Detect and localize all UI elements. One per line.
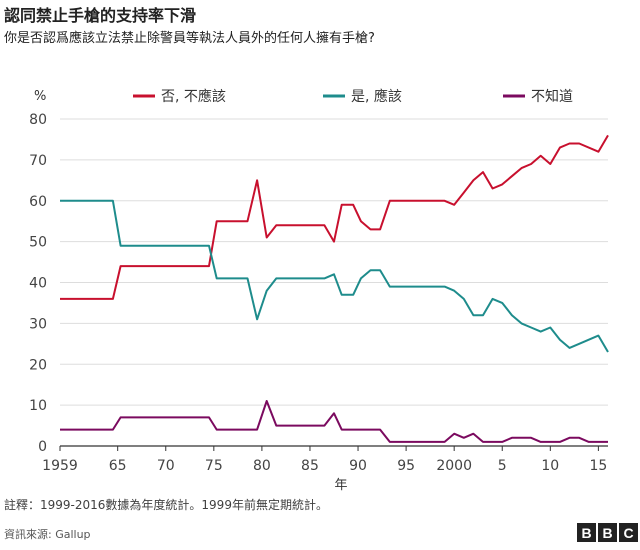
x-tick-label: 5 <box>498 458 507 474</box>
y-tick-label: 50 <box>29 235 47 251</box>
footnote: 註釋：1999-2016數據為年度統計。1999年前無定期統計。 <box>4 498 328 512</box>
y-tick-label: 30 <box>29 316 47 332</box>
x-tick-label: 10 <box>541 458 559 474</box>
y-axis-label: % <box>34 89 46 104</box>
y-tick-label: 70 <box>29 153 47 169</box>
x-tick-labels: 1959 65 70 75 80 85 90 95 2000 5 10 15 <box>42 446 607 474</box>
series-line <box>60 400 608 443</box>
bbc-logo: B B C <box>577 523 638 542</box>
legend-label: 不知道 <box>531 88 573 105</box>
series-line <box>60 199 609 353</box>
x-tick-label: 75 <box>205 458 223 474</box>
x-tick-label: 2000 <box>436 458 472 474</box>
series-lines <box>60 134 609 443</box>
gridlines <box>60 118 608 447</box>
x-tick-label: 85 <box>301 458 319 474</box>
y-tick-label: 40 <box>29 276 47 292</box>
y-tick-label: 0 <box>38 439 47 455</box>
logo-letter: C <box>619 523 638 542</box>
y-tick-label: 20 <box>29 357 47 373</box>
legend: 否, 不應該 是, 應該 不知道 <box>133 88 573 105</box>
legend-label: 是, 應該 <box>351 88 402 105</box>
x-tick-label: 1959 <box>42 458 78 474</box>
y-tick-label: 80 <box>29 112 47 128</box>
x-tick-label: 65 <box>109 458 127 474</box>
x-axis-label: 年 <box>334 478 347 493</box>
y-tick-label: 60 <box>29 194 47 210</box>
y-tick-labels: 0 10 20 30 40 50 60 70 80 <box>29 112 47 455</box>
x-tick-label: 70 <box>157 458 175 474</box>
x-tick-label: 90 <box>349 458 367 474</box>
y-tick-label: 10 <box>29 398 47 414</box>
x-tick-label: 95 <box>397 458 415 474</box>
series-line <box>60 134 609 300</box>
x-tick-label: 80 <box>253 458 271 474</box>
legend-label: 否, 不應該 <box>161 88 226 105</box>
source-credit: 資訊來源: Gallup <box>4 528 91 541</box>
logo-letter: B <box>598 523 617 542</box>
line-chart: 0 10 20 30 40 50 60 70 80 1959 65 70 75 80 85 90 95 2000… <box>29 88 609 493</box>
chart-subtitle: 你是否認爲應該立法禁止除警員等執法人員外的任何人擁有手槍? <box>4 31 375 46</box>
x-tick-label: 15 <box>589 458 607 474</box>
chart-title: 認同禁止手槍的支持率下滑 <box>4 6 197 25</box>
logo-letter: B <box>577 523 596 542</box>
